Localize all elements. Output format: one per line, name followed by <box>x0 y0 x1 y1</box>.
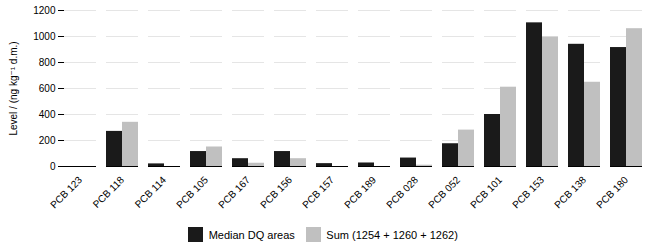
html-text:Median DQ areas: Median DQ areas <box>208 228 295 241</box>
svg-text:200: 200 <box>39 135 56 146</box>
svg-text:Level / (ng kg⁻¹ d.m.): Level / (ng kg⁻¹ d.m.) <box>8 41 19 135</box>
svg-text:PCB 028: PCB 028 <box>384 174 420 210</box>
svg-text:400: 400 <box>39 109 56 120</box>
svg-text:PCB 118: PCB 118 <box>91 174 127 210</box>
svg-text:PCB 153: PCB 153 <box>510 174 546 210</box>
svg-text:PCB 189: PCB 189 <box>342 174 378 210</box>
svg-text:PCB 138: PCB 138 <box>552 174 588 210</box>
svg-text:PCB 123: PCB 123 <box>48 174 84 210</box>
svg-text:PCB 114: PCB 114 <box>133 174 169 210</box>
html-text:Sum (1254 + 1260 + 1262): Sum (1254 + 1260 + 1262) <box>326 228 458 241</box>
svg-text:800: 800 <box>39 57 56 68</box>
svg-text:1000: 1000 <box>33 31 56 42</box>
svg-text:PCB 180: PCB 180 <box>594 174 630 210</box>
svg-text:1200: 1200 <box>33 5 56 16</box>
svg-text:0: 0 <box>50 161 56 172</box>
svg-text:PCB 052: PCB 052 <box>426 174 462 210</box>
svg-text:PCB 157: PCB 157 <box>300 174 336 210</box>
svg-text:PCB 167: PCB 167 <box>216 174 252 210</box>
svg-text:PCB 105: PCB 105 <box>174 174 210 210</box>
svg-text:PCB 101: PCB 101 <box>468 174 504 210</box>
svg-text:PCB 156: PCB 156 <box>258 174 294 210</box>
svg-text:600: 600 <box>39 83 56 94</box>
